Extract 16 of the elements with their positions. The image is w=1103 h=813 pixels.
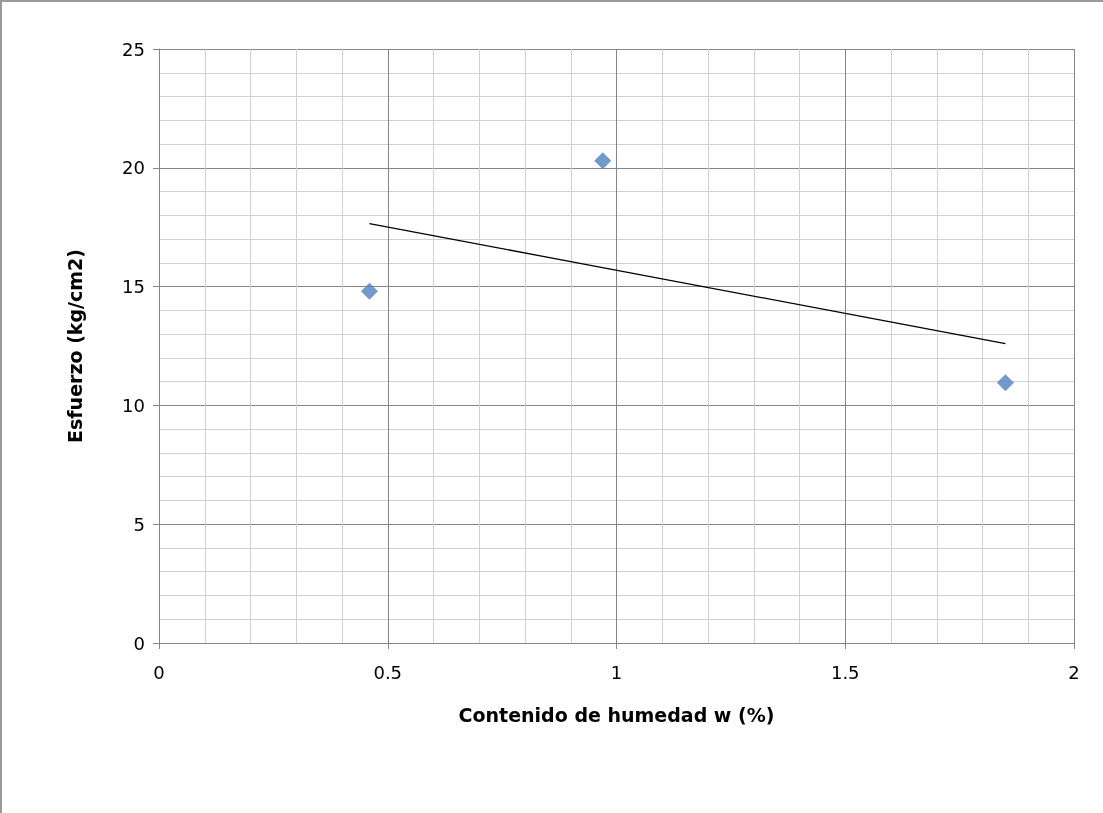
y-tick-label: 25 [122,38,145,60]
y-axis-title: Esfuerzo (kg/cm2) [63,249,86,443]
point [594,152,612,170]
x-tick-label: 0.5 [373,661,403,683]
x-tick-label: 2 [1068,661,1080,683]
y-tick-label: 10 [122,394,145,416]
x-axis-title: Contenido de humedad w (%) [458,703,775,726]
point [360,282,378,300]
x-tick-label: 1 [610,661,623,683]
y-tick-label: 15 [122,276,145,298]
x-tick-label: 0 [153,661,165,683]
x-tick-label: 1.5 [830,661,860,683]
y-tick-label: 20 [122,157,145,179]
point [996,374,1014,392]
y-tick-label: 5 [133,513,145,535]
y-tick-label: 0 [133,632,145,654]
